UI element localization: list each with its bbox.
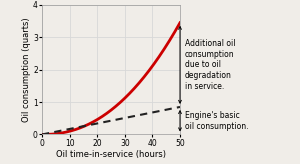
Text: Engine's basic
oil consumption.: Engine's basic oil consumption. [185, 111, 248, 131]
X-axis label: Oil time-in-service (hours): Oil time-in-service (hours) [56, 150, 166, 159]
Text: Additional oil
consumption
due to oil
degradation
in service.: Additional oil consumption due to oil de… [185, 39, 236, 91]
Y-axis label: Oil consumption (quarts): Oil consumption (quarts) [22, 17, 31, 122]
